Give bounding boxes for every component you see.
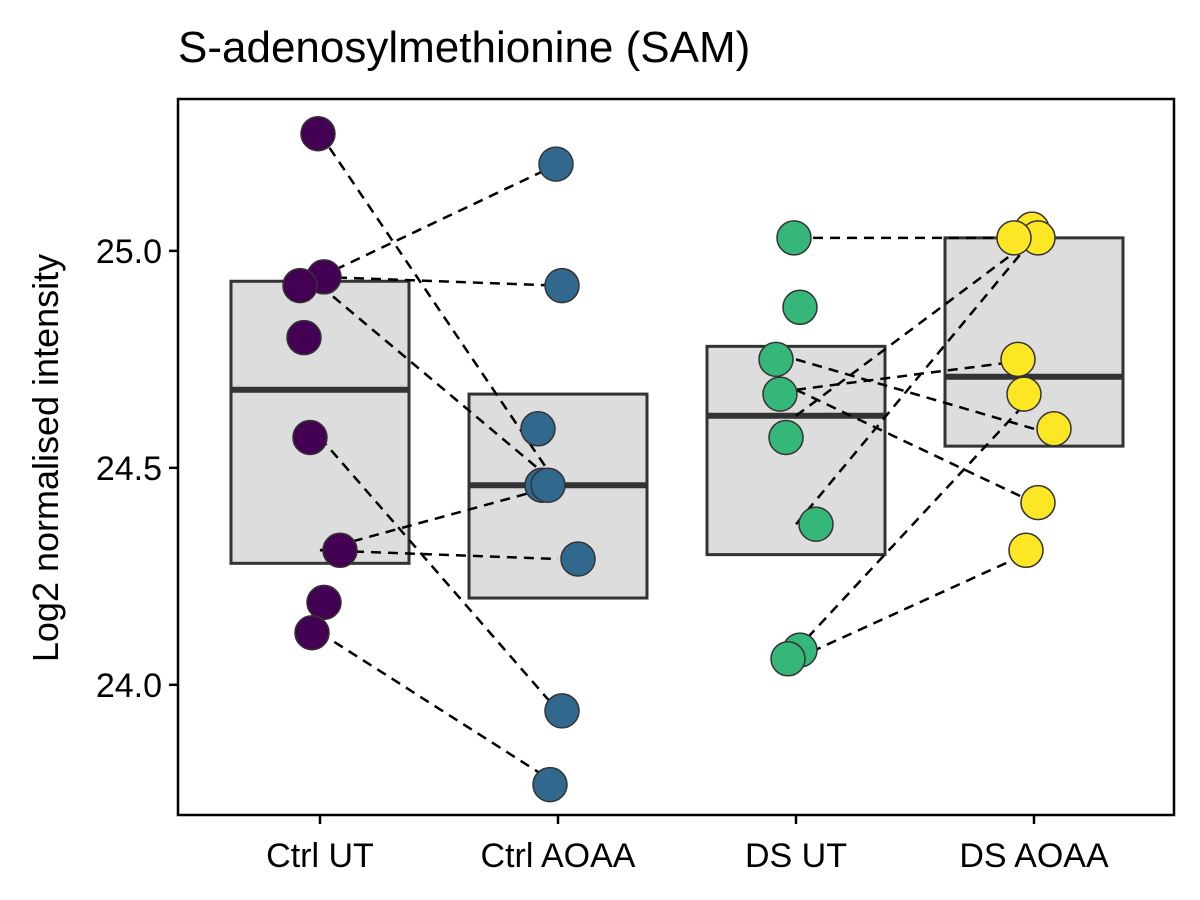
data-point — [762, 376, 798, 412]
y-axis: 24.0 24.5 25.0 — [96, 233, 178, 705]
data-point — [306, 584, 342, 621]
points-layer — [282, 115, 1072, 803]
data-point — [294, 614, 330, 651]
y-axis-label: Log2 normalised intensity — [25, 254, 66, 662]
pair-line-0 — [318, 133, 560, 486]
pair-line-4 — [319, 436, 559, 712]
data-point — [996, 220, 1032, 256]
chart-title: S-adenosylmethionine (SAM) — [178, 23, 750, 72]
data-point — [538, 146, 574, 182]
pair-line-7 — [319, 631, 559, 786]
data-point — [1020, 484, 1056, 521]
box-3 — [943, 236, 1125, 448]
data-point — [544, 267, 580, 304]
data-point — [530, 467, 566, 503]
pair-line-5 — [319, 549, 559, 561]
pair-line-15 — [795, 549, 1035, 660]
pair-line-9 — [795, 388, 1035, 504]
x-axis: Ctrl UT Ctrl AOAA DS UT DS AOAA — [266, 815, 1109, 875]
y-tick-label: 24.0 — [96, 667, 162, 705]
pair-line-14 — [795, 393, 1035, 651]
y-tick-label: 25.0 — [96, 233, 162, 271]
data-point — [1008, 532, 1044, 569]
data-point — [1036, 411, 1072, 447]
x-tick-label: DS UT — [745, 837, 847, 875]
data-point — [532, 766, 568, 803]
data-point — [1000, 341, 1036, 378]
data-point — [322, 532, 358, 569]
data-point — [292, 419, 328, 456]
pair-line-3 — [319, 284, 559, 487]
data-point — [300, 115, 336, 152]
pair-line-1 — [319, 275, 559, 287]
x-tick-label: DS AOAA — [959, 837, 1109, 875]
x-tick-label: Ctrl UT — [266, 837, 374, 875]
data-point — [520, 411, 556, 447]
pair-line-6 — [319, 484, 559, 552]
data-point — [798, 506, 834, 543]
data-point — [758, 341, 794, 378]
pair-line-2 — [319, 162, 559, 279]
data-point — [282, 267, 318, 304]
data-point — [1006, 376, 1042, 412]
y-tick-label: 24.5 — [96, 450, 162, 488]
data-point — [768, 419, 804, 456]
data-point — [286, 319, 322, 356]
boxes-layer — [229, 236, 1125, 600]
pair-lines-layer — [318, 133, 1035, 786]
pair-line-11 — [795, 358, 1035, 430]
plot-panel-border — [176, 97, 1176, 817]
pair-line-12 — [795, 237, 1035, 526]
data-point — [544, 693, 580, 729]
x-tick-label: Ctrl AOAA — [481, 837, 636, 875]
data-point — [782, 289, 818, 326]
data-point — [776, 220, 812, 256]
pair-line-13 — [795, 236, 1035, 417]
box-0 — [229, 279, 411, 565]
pair-line-10 — [795, 358, 1035, 391]
data-point — [560, 541, 596, 577]
data-point — [770, 641, 806, 677]
